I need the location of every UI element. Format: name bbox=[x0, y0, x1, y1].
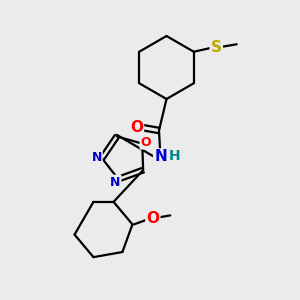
Text: S: S bbox=[211, 40, 222, 55]
Text: O: O bbox=[140, 136, 151, 148]
Text: N: N bbox=[110, 176, 121, 189]
Text: H: H bbox=[169, 149, 181, 163]
Text: O: O bbox=[130, 120, 143, 135]
Text: N: N bbox=[154, 149, 167, 164]
Text: O: O bbox=[146, 211, 159, 226]
Text: N: N bbox=[92, 151, 102, 164]
